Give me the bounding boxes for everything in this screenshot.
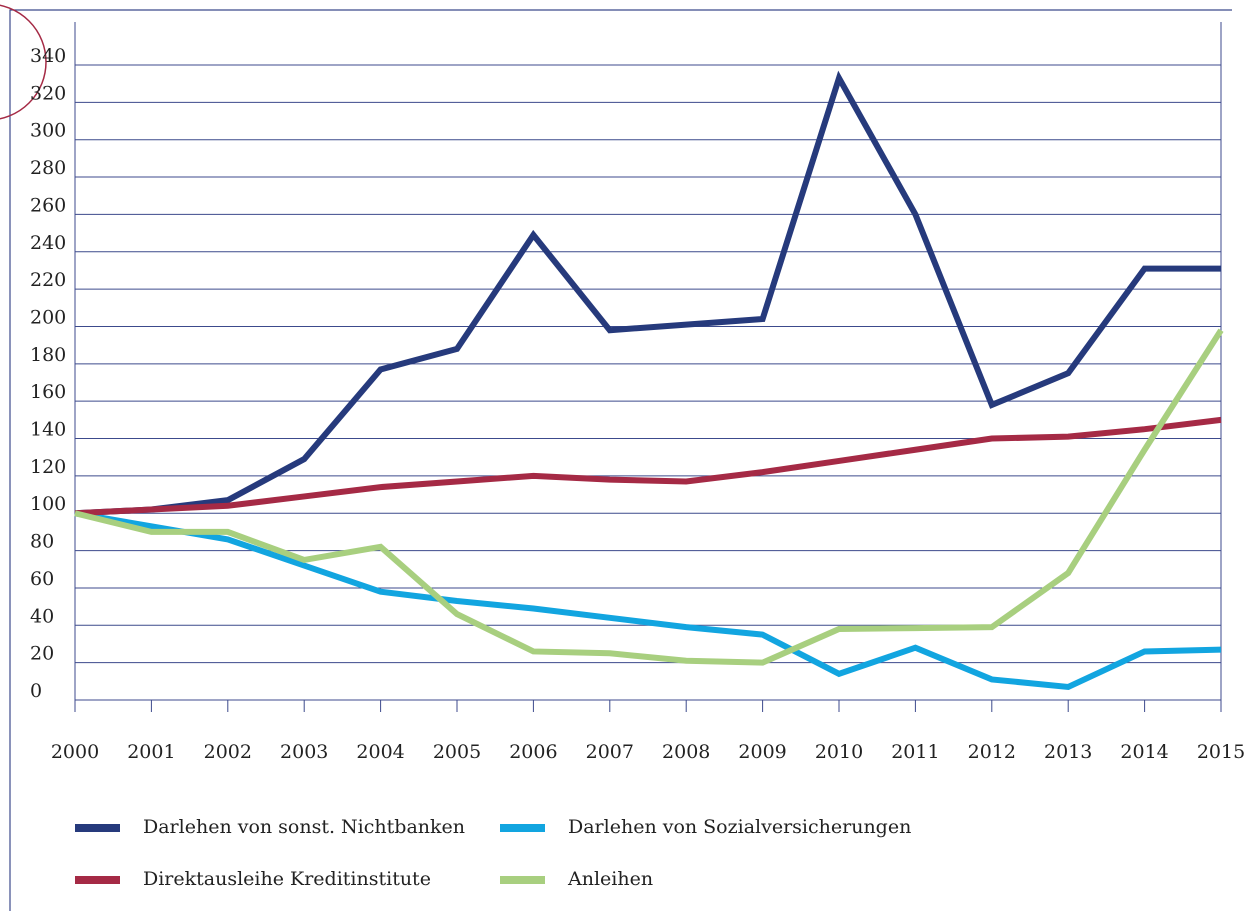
y-tick-label: 220 <box>30 269 66 291</box>
legend-label: Darlehen von sonst. Nichtbanken <box>143 816 465 838</box>
y-tick-label: 180 <box>30 344 66 366</box>
y-tick-label: 80 <box>30 531 54 553</box>
y-tick-label: 40 <box>30 605 54 627</box>
y-tick-label: 260 <box>30 194 66 216</box>
y-tick-label: 340 <box>30 45 66 67</box>
x-tick-label: 2002 <box>204 741 252 763</box>
y-tick-label: 280 <box>30 157 66 179</box>
legend-label: Darlehen von Sozialversicherungen <box>568 816 911 838</box>
y-tick-label: 160 <box>30 381 66 403</box>
y-tick-label: 200 <box>30 306 66 328</box>
legend-label: Direktausleihe Kreditinstitute <box>143 868 431 890</box>
series-line <box>74 416 1222 517</box>
decor-circle <box>0 4 47 120</box>
x-tick-label: 2010 <box>815 741 863 763</box>
x-tick-label: 2006 <box>509 741 557 763</box>
y-tick-label: 300 <box>30 120 66 142</box>
legend-swatch <box>500 876 545 884</box>
legend-swatch <box>75 876 120 884</box>
y-tick-label: 120 <box>30 456 66 478</box>
series-line <box>74 328 1224 666</box>
x-tick-label: 2013 <box>1044 741 1092 763</box>
x-tick-label: 2012 <box>968 741 1016 763</box>
x-tick-label: 2003 <box>280 741 328 763</box>
x-tick-label: 2000 <box>51 741 99 763</box>
frame <box>9 9 1232 911</box>
x-tick-label: 2007 <box>586 741 634 763</box>
y-tick-label: 100 <box>30 493 66 515</box>
series-line <box>74 70 1221 517</box>
x-tick-label: 2011 <box>891 741 939 763</box>
x-tick-label: 2015 <box>1197 741 1245 763</box>
x-tick-label: 2009 <box>738 741 786 763</box>
x-tick-label: 2001 <box>127 741 175 763</box>
y-tick-label: 140 <box>30 419 66 441</box>
y-tick-label: 240 <box>30 232 66 254</box>
y-tick-label: 20 <box>30 643 54 665</box>
x-tick-label: 2005 <box>433 741 481 763</box>
legend-swatch <box>75 824 120 832</box>
legend-swatch <box>500 824 545 832</box>
y-tick-label: 0 <box>30 680 42 702</box>
legend-label: Anleihen <box>567 868 653 890</box>
x-tick-label: 2008 <box>662 741 710 763</box>
series-line <box>74 510 1222 690</box>
x-tick-label: 2004 <box>356 741 404 763</box>
y-tick-label: 320 <box>30 82 66 104</box>
x-tick-label: 2014 <box>1120 741 1168 763</box>
y-tick-label: 60 <box>30 568 54 590</box>
